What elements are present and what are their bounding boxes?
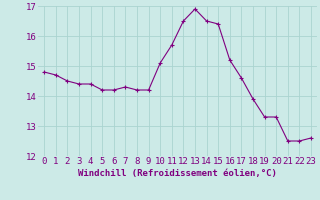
X-axis label: Windchill (Refroidissement éolien,°C): Windchill (Refroidissement éolien,°C): [78, 169, 277, 178]
